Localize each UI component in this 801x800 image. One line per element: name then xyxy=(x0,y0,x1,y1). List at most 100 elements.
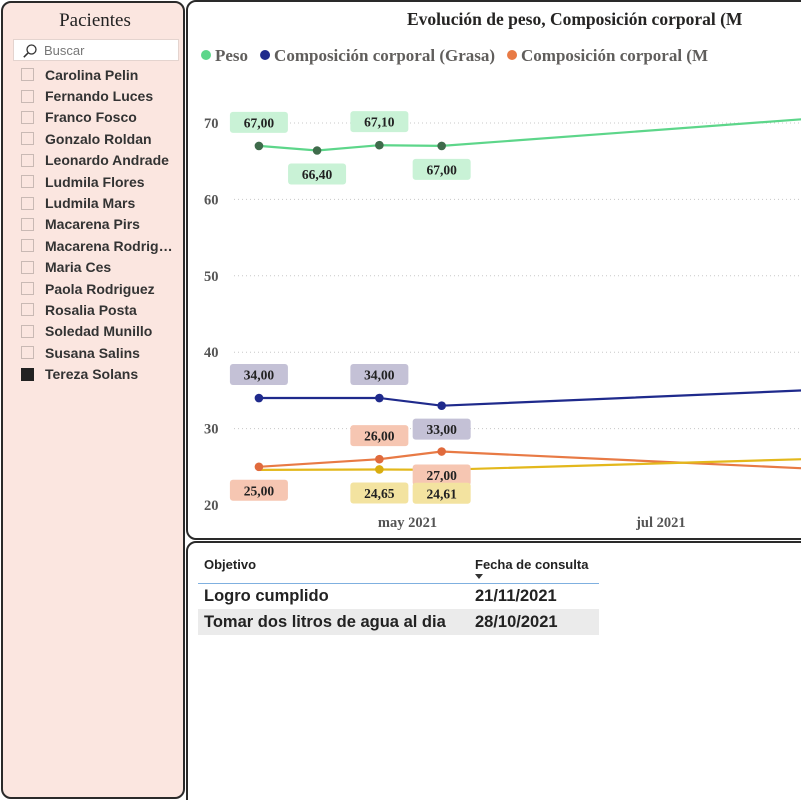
patient-item[interactable]: Carolina Pelin xyxy=(21,64,183,85)
data-label-bg xyxy=(350,111,409,133)
header-date-label: Fecha de consulta xyxy=(475,557,589,572)
chart-grid xyxy=(234,122,801,430)
patient-checkbox[interactable] xyxy=(21,68,34,82)
legend-label[interactable]: Composición corporal (M xyxy=(521,46,708,65)
sort-desc-icon[interactable] xyxy=(475,574,483,579)
table-header-row: Objetivo Fecha de consulta xyxy=(198,551,599,584)
patient-item[interactable]: Gonzalo Roldan xyxy=(21,128,183,149)
goals-table-panel: Objetivo Fecha de consulta Logro cumplid… xyxy=(186,541,801,800)
patient-checkbox[interactable] xyxy=(21,346,34,360)
table-row[interactable]: Logro cumplido 21/11/2021 xyxy=(198,583,599,609)
table-cell-date: 21/11/2021 xyxy=(475,586,557,605)
patient-item[interactable]: Susana Salins xyxy=(21,342,183,363)
series-line xyxy=(258,389,801,407)
patient-item[interactable]: Macarena Rodriguez xyxy=(21,235,183,256)
data-label-bg xyxy=(412,418,471,440)
patient-label: Maria Ces xyxy=(45,259,112,276)
chart-legend: Peso Composición corporal (Grasa) Composic… xyxy=(201,46,708,65)
patient-item[interactable]: Soledad Munillo xyxy=(21,321,183,342)
data-label-bg xyxy=(412,482,471,504)
patient-checkbox[interactable] xyxy=(21,217,34,231)
data-label-bg xyxy=(288,163,347,185)
data-label: 67,00 xyxy=(244,115,275,130)
data-point[interactable] xyxy=(375,465,384,474)
patient-item[interactable]: Franco Fosco xyxy=(21,107,183,128)
data-label-bg xyxy=(350,425,409,447)
legend-label[interactable]: Peso xyxy=(215,46,248,65)
legend-marker[interactable] xyxy=(201,50,211,60)
header-date[interactable]: Fecha de consulta xyxy=(469,551,599,584)
patient-checkbox[interactable] xyxy=(21,110,34,124)
search-icon xyxy=(23,44,37,58)
patient-checkbox[interactable] xyxy=(21,260,34,274)
slicer-title: Pacientes xyxy=(59,10,131,31)
patient-label: Gonzalo Roldan xyxy=(45,130,152,147)
y-tick-label: 50 xyxy=(204,269,219,285)
data-label: 26,00 xyxy=(364,429,395,444)
legend-marker[interactable] xyxy=(507,50,518,60)
data-point[interactable] xyxy=(312,146,322,155)
search-box[interactable] xyxy=(13,39,179,61)
patient-item[interactable]: Macarena Pirs xyxy=(21,214,183,235)
search-input[interactable] xyxy=(44,41,174,60)
patient-checkbox[interactable] xyxy=(21,303,34,317)
patient-item[interactable]: Maria Ces xyxy=(21,257,183,278)
x-tick-label: jul 2021 xyxy=(635,515,686,531)
data-label: 24,61 xyxy=(426,486,457,501)
patient-item[interactable]: Fernando Luces xyxy=(21,85,183,106)
patient-list: Carolina Pelin Fernando Luces Franco Fosco… xyxy=(21,64,183,385)
data-point[interactable] xyxy=(254,462,264,472)
patient-label: Macarena Rodriguez xyxy=(45,237,179,254)
patient-checkbox[interactable] xyxy=(21,153,34,167)
y-tick-label: 70 xyxy=(204,116,219,132)
data-label-bg xyxy=(229,111,288,133)
legend-marker[interactable] xyxy=(260,50,271,60)
patient-label: Soledad Munillo xyxy=(45,323,153,340)
data-label-bg xyxy=(350,364,409,386)
header-objective[interactable]: Objetivo xyxy=(198,551,469,584)
data-label: 66,40 xyxy=(302,167,333,182)
patient-checkbox[interactable] xyxy=(21,196,34,210)
patient-item[interactable]: Leonardo Andrade xyxy=(21,150,183,171)
data-point[interactable] xyxy=(254,393,264,403)
patient-checkbox[interactable] xyxy=(21,132,34,146)
patient-checkbox[interactable] xyxy=(21,282,34,296)
data-point[interactable] xyxy=(375,454,384,464)
data-label: 34,00 xyxy=(364,368,395,383)
x-tick-label: may 2021 xyxy=(378,515,437,531)
patient-label: Ludmila Flores xyxy=(45,173,145,190)
patient-slicer: Pacientes Carolina Pelin Fernando Luces Fr… xyxy=(1,1,185,799)
patient-label: Tereza Solans xyxy=(45,366,139,383)
y-tick-label: 20 xyxy=(204,498,219,514)
patient-label: Leonardo Andrade xyxy=(45,152,169,169)
chart-title: Evolución de peso, Composición corporal … xyxy=(407,9,743,29)
data-labels: 67,00 66,40 67,10 67,00 34,00 34,00 33,00 25,00… xyxy=(229,111,471,504)
patient-label: Rosalia Posta xyxy=(45,301,137,318)
patient-checkbox[interactable] xyxy=(21,239,34,253)
data-point[interactable] xyxy=(375,393,384,403)
table-row[interactable]: Tomar dos litros de agua al dia 28/10/202… xyxy=(198,609,599,635)
patient-checkbox[interactable] xyxy=(21,324,34,338)
patient-label: Carolina Pelin xyxy=(45,66,139,83)
legend-label[interactable]: Composición corporal (Grasa) xyxy=(274,46,495,65)
data-point[interactable] xyxy=(437,141,446,151)
data-label: 33,00 xyxy=(426,422,457,437)
data-label: 67,00 xyxy=(426,162,457,177)
patient-label: Fernando Luces xyxy=(45,88,154,105)
goals-table-body: Logro cumplido 21/11/2021 Tomar dos litros… xyxy=(198,583,599,635)
patient-item[interactable]: Rosalia Posta xyxy=(21,299,183,320)
table-cell-objective: Tomar dos litros de agua al dia xyxy=(198,609,469,635)
patient-checkbox[interactable] xyxy=(21,89,34,103)
patient-item[interactable]: Ludmila Mars xyxy=(21,192,183,213)
data-point[interactable] xyxy=(254,141,264,151)
y-axis: 20 30 40 50 60 70 xyxy=(204,116,219,514)
patient-item[interactable]: Paola Rodriguez xyxy=(21,278,183,299)
data-label: 24,65 xyxy=(364,486,395,501)
data-point[interactable] xyxy=(437,447,446,456)
patient-checkbox[interactable] xyxy=(21,175,34,189)
patient-item[interactable]: Tereza Solans xyxy=(21,363,183,384)
data-point[interactable] xyxy=(437,401,446,410)
patient-item[interactable]: Ludmila Flores xyxy=(21,171,183,192)
patient-checkbox[interactable] xyxy=(21,367,34,381)
data-point[interactable] xyxy=(375,140,384,150)
